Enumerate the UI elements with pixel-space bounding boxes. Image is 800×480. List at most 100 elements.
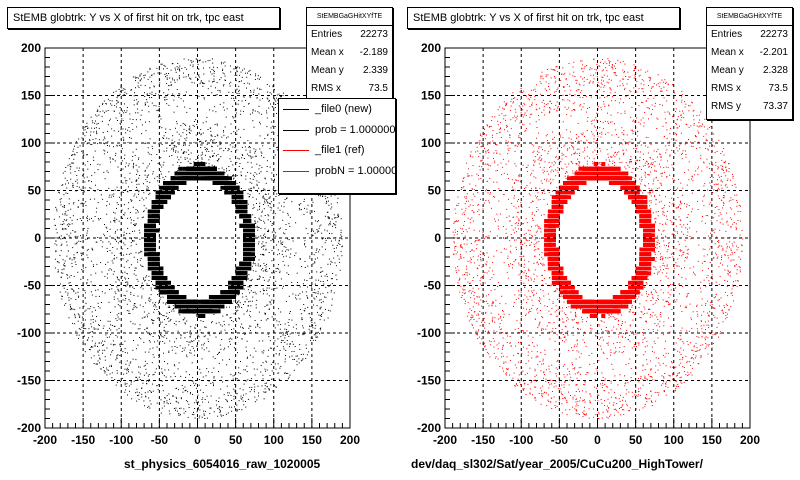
scatter-point xyxy=(142,306,144,308)
scatter-point xyxy=(151,97,153,98)
scatter-point xyxy=(316,305,318,307)
scatter-point xyxy=(125,298,127,299)
scatter-point xyxy=(138,190,140,192)
scatter-point xyxy=(266,270,268,272)
scatter-point xyxy=(133,224,135,225)
scatter-point xyxy=(90,187,92,189)
scatter-point xyxy=(282,331,284,333)
scatter-point xyxy=(180,398,182,400)
scatter-point xyxy=(256,180,258,182)
scatter-point xyxy=(191,62,193,64)
scatter-point xyxy=(252,270,254,272)
scatter-point xyxy=(315,337,317,338)
scatter-point xyxy=(208,159,210,161)
scatter-point xyxy=(312,263,314,265)
scatter-point xyxy=(182,391,184,393)
scatter-point xyxy=(238,165,240,167)
scatter-point xyxy=(96,123,98,125)
scatter-point xyxy=(115,293,117,295)
scatter-point xyxy=(330,289,332,291)
scatter-point xyxy=(232,388,234,390)
scatter-point xyxy=(107,251,108,252)
scatter-point xyxy=(234,391,236,393)
scatter-point xyxy=(74,323,76,325)
scatter-point xyxy=(259,202,261,204)
scatter-point xyxy=(287,334,288,335)
scatter-point xyxy=(124,91,126,93)
scatter-point xyxy=(314,232,316,234)
scatter-point xyxy=(180,397,182,399)
scatter-point xyxy=(54,243,56,245)
scatter-point xyxy=(331,298,333,300)
scatter-point xyxy=(244,333,246,335)
scatter-point xyxy=(173,372,175,374)
scatter-point xyxy=(128,385,130,387)
scatter-point xyxy=(253,187,255,189)
scatter-point xyxy=(189,299,194,304)
scatter-point xyxy=(245,149,247,151)
scatter-point xyxy=(130,199,132,201)
scatter-point xyxy=(116,356,118,358)
scatter-point xyxy=(280,240,282,242)
scatter-point xyxy=(241,76,243,78)
scatter-point xyxy=(315,252,317,253)
scatter-point xyxy=(90,274,92,276)
scatter-point xyxy=(138,166,140,168)
scatter-point xyxy=(114,212,116,214)
scatter-point xyxy=(93,327,95,329)
scatter-point xyxy=(151,93,153,95)
scatter-point xyxy=(271,316,273,318)
scatter-point xyxy=(268,388,270,390)
scatter-point xyxy=(201,347,203,349)
scatter-point xyxy=(284,264,286,266)
scatter-point xyxy=(299,209,301,211)
scatter-point xyxy=(134,223,136,225)
scatter-point xyxy=(200,389,202,391)
scatter-point xyxy=(279,270,281,272)
scatter-point xyxy=(155,285,160,290)
scatter-point xyxy=(190,334,192,336)
scatter-point xyxy=(303,310,305,311)
scatter-point xyxy=(311,286,313,288)
scatter-point xyxy=(133,273,135,275)
scatter-point xyxy=(171,310,173,312)
scatter-point xyxy=(331,206,333,208)
scatter-point xyxy=(131,159,133,161)
scatter-point xyxy=(145,396,147,398)
scatter-point xyxy=(98,127,100,129)
scatter-point xyxy=(249,83,251,85)
scatter-point xyxy=(117,289,119,291)
scatter-point xyxy=(247,261,252,266)
scatter-point xyxy=(91,346,92,348)
scatter-point xyxy=(304,260,306,262)
scatter-point xyxy=(123,214,125,215)
scatter-point xyxy=(194,350,195,352)
scatter-point xyxy=(66,289,68,290)
scatter-point xyxy=(135,274,137,276)
scatter-point xyxy=(311,322,313,324)
scatter-point xyxy=(71,223,73,225)
scatter-point xyxy=(214,136,216,137)
scatter-point xyxy=(147,252,152,257)
scatter-point xyxy=(212,382,214,384)
scatter-point xyxy=(262,288,264,290)
scatter-point xyxy=(172,395,174,397)
scatter-point xyxy=(245,380,247,382)
scatter-point xyxy=(159,115,161,117)
scatter-point xyxy=(198,68,200,70)
scatter-point xyxy=(80,252,82,254)
scatter-point xyxy=(276,287,278,289)
scatter-point xyxy=(97,202,99,204)
scatter-point xyxy=(216,309,221,314)
scatter-point xyxy=(62,221,64,223)
scatter-point xyxy=(285,250,286,252)
scatter-point xyxy=(243,257,248,261)
scatter-point xyxy=(238,300,240,302)
scatter-point xyxy=(131,199,133,201)
scatter-point xyxy=(298,358,300,360)
scatter-point xyxy=(103,149,105,151)
scatter-point xyxy=(216,304,221,309)
scatter-point xyxy=(136,179,138,181)
scatter-point xyxy=(139,337,140,338)
scatter-point xyxy=(231,410,233,412)
